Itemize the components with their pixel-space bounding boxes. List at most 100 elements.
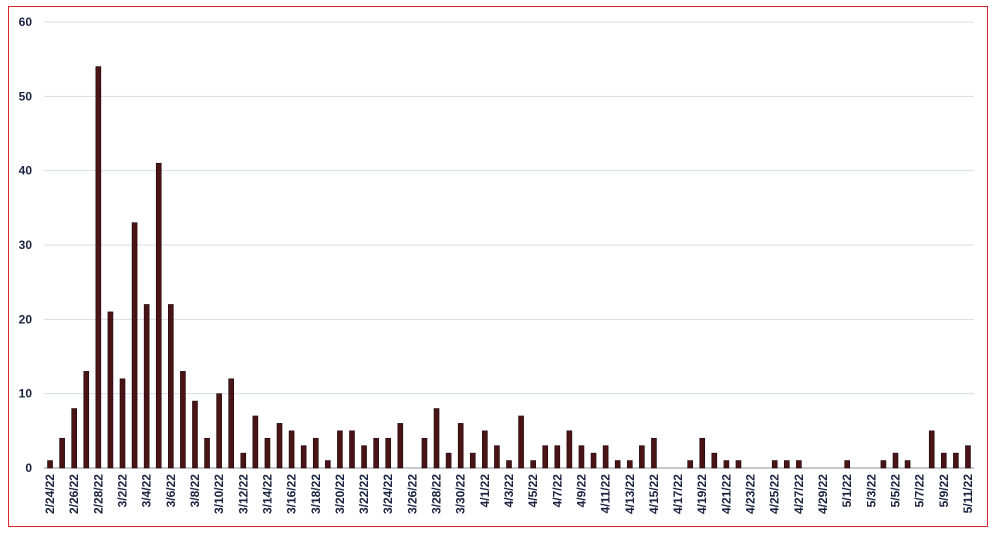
x-tick-label: 4/21/22 xyxy=(719,474,733,514)
x-tick-label: 5/11/22 xyxy=(961,474,975,514)
bar xyxy=(385,437,392,469)
gridlines xyxy=(44,21,974,469)
x-tick-label: 4/23/22 xyxy=(744,474,758,514)
bar xyxy=(518,415,524,469)
x-tick-label: 5/9/22 xyxy=(937,474,951,508)
bar xyxy=(373,437,379,469)
y-tick-label: 40 xyxy=(19,164,33,178)
bar xyxy=(180,371,186,469)
x-tick-label: 3/8/22 xyxy=(188,474,202,508)
bar xyxy=(131,222,138,469)
bar xyxy=(83,371,90,469)
bar xyxy=(941,452,947,469)
x-tick-label: 5/3/22 xyxy=(864,474,878,508)
bar xyxy=(361,445,367,469)
bar xyxy=(614,460,621,469)
bar xyxy=(482,430,488,469)
y-tick-label: 50 xyxy=(19,89,33,103)
bar xyxy=(312,437,319,469)
bar xyxy=(155,162,162,469)
x-tick-label: 5/1/22 xyxy=(840,474,854,508)
x-tick-label: 5/5/22 xyxy=(888,474,902,508)
bar xyxy=(228,378,235,469)
bar xyxy=(783,460,790,469)
bar xyxy=(433,408,440,469)
bar xyxy=(143,304,150,469)
y-axis-ticks: 0 10 20 30 40 50 60 xyxy=(19,15,33,475)
x-tick-label: 4/7/22 xyxy=(550,474,564,508)
bar xyxy=(844,460,850,469)
x-tick-label: 3/12/22 xyxy=(236,474,250,514)
bar xyxy=(264,437,271,469)
x-tick-label: 4/27/22 xyxy=(792,474,806,514)
bar xyxy=(723,460,730,469)
bar xyxy=(469,452,476,469)
x-tick-label: 4/17/22 xyxy=(671,474,685,514)
y-tick-label: 0 xyxy=(25,461,32,475)
bar xyxy=(904,460,911,469)
x-tick-label: 3/22/22 xyxy=(357,474,371,514)
bar xyxy=(240,452,247,469)
bar xyxy=(578,445,585,469)
bar xyxy=(325,460,331,469)
bar xyxy=(95,66,102,469)
x-tick-label: 2/24/22 xyxy=(43,474,57,514)
x-tick-label: 3/26/22 xyxy=(405,474,419,514)
bar xyxy=(119,378,126,469)
bar xyxy=(880,460,887,469)
x-tick-label: 3/28/22 xyxy=(430,474,444,514)
bar xyxy=(71,408,77,469)
bar xyxy=(349,430,355,469)
bar xyxy=(457,423,464,469)
bar xyxy=(59,437,65,469)
x-tick-label: 4/29/22 xyxy=(816,474,830,514)
bar xyxy=(687,460,693,469)
x-tick-label: 4/19/22 xyxy=(695,474,709,514)
bar xyxy=(421,437,428,469)
x-tick-label: 3/6/22 xyxy=(164,474,178,508)
bar xyxy=(542,445,549,469)
y-tick-label: 60 xyxy=(19,15,33,29)
y-tick-label: 30 xyxy=(19,238,33,252)
x-tick-label: 3/16/22 xyxy=(285,474,299,514)
bar xyxy=(204,437,210,469)
bar xyxy=(928,430,935,469)
bar xyxy=(192,400,198,469)
y-tick-label: 20 xyxy=(19,312,33,326)
bar xyxy=(554,445,561,469)
bar xyxy=(494,445,500,469)
x-tick-label: 4/13/22 xyxy=(623,474,637,514)
x-tick-label: 4/3/22 xyxy=(502,474,516,508)
bar xyxy=(530,460,536,469)
bar xyxy=(252,415,259,469)
x-tick-label: 3/2/22 xyxy=(116,474,130,508)
bar xyxy=(639,445,645,469)
bar xyxy=(47,460,53,469)
x-tick-label: 4/9/22 xyxy=(574,474,588,508)
x-tick-label: 4/5/22 xyxy=(526,474,540,508)
bar xyxy=(445,452,452,469)
x-tick-label: 4/15/22 xyxy=(647,474,661,514)
x-tick-label: 3/24/22 xyxy=(381,474,395,514)
bar xyxy=(566,430,573,469)
bar xyxy=(107,311,114,469)
bar xyxy=(590,452,597,469)
bar xyxy=(699,437,706,469)
bar xyxy=(300,445,307,469)
bar xyxy=(965,445,971,469)
bar xyxy=(892,452,899,469)
x-tick-label: 3/14/22 xyxy=(260,474,274,514)
x-tick-label: 3/10/22 xyxy=(212,474,226,514)
x-tick-label: 2/26/22 xyxy=(67,474,81,514)
bar xyxy=(602,445,609,469)
y-tick-label: 10 xyxy=(19,387,33,401)
bar xyxy=(711,452,718,469)
bars xyxy=(47,66,971,469)
x-tick-label: 4/11/22 xyxy=(599,474,613,514)
x-tick-label: 4/1/22 xyxy=(478,474,492,508)
x-tick-label: 5/7/22 xyxy=(913,474,927,508)
bar xyxy=(651,437,657,469)
bar xyxy=(337,430,343,469)
x-tick-label: 3/30/22 xyxy=(454,474,468,514)
